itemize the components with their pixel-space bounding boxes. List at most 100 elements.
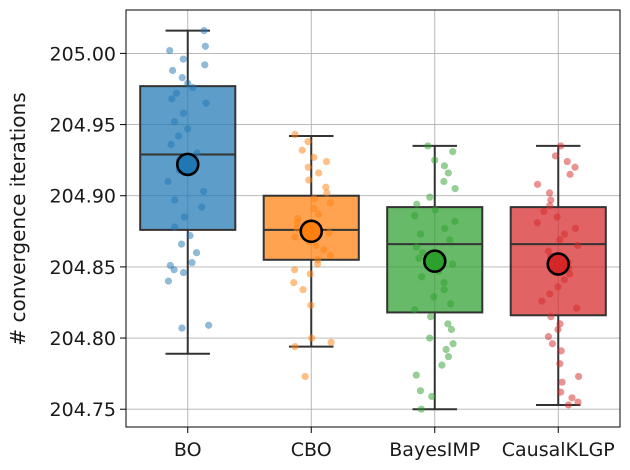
data-point (411, 212, 419, 220)
data-point (412, 243, 421, 251)
data-point (308, 334, 316, 342)
data-point (574, 398, 582, 406)
mean-marker (422, 249, 447, 273)
data-point (168, 66, 177, 75)
plot-frame (125, 9, 621, 428)
data-point (293, 219, 302, 227)
data-point (304, 138, 312, 146)
data-point (299, 286, 307, 294)
data-point (440, 177, 448, 186)
x-tick-label: BO (174, 439, 202, 461)
data-point (179, 109, 187, 117)
data-point (205, 321, 213, 329)
data-point (305, 176, 313, 184)
data-point (322, 183, 330, 191)
data-point (168, 95, 176, 103)
data-point (557, 388, 565, 396)
data-point (325, 229, 333, 237)
data-point (307, 301, 315, 309)
data-point (427, 313, 435, 321)
data-point (574, 241, 582, 250)
data-point (558, 378, 566, 386)
data-point (415, 254, 423, 262)
data-point (426, 334, 434, 342)
data-point (412, 371, 420, 379)
mean-marker (546, 252, 571, 276)
data-point (575, 372, 583, 381)
y-tick-label: 204.90 (50, 186, 116, 208)
data-point (201, 61, 209, 69)
data-point (548, 340, 557, 348)
x-axis-ticks: BO CBO BayesIMP CausalKLGP (174, 427, 615, 461)
data-point (178, 74, 186, 82)
data-point (198, 203, 206, 211)
data-point (193, 149, 201, 157)
data-point (556, 236, 564, 244)
data-point (171, 196, 179, 204)
data-point (301, 372, 309, 381)
data-point (426, 193, 434, 201)
mean-markers (175, 152, 571, 276)
data-point (298, 146, 306, 154)
y-tick-label: 204.85 (50, 257, 116, 279)
data-point (174, 132, 183, 140)
data-point (444, 352, 453, 361)
x-tick-label: CausalKLGP (502, 439, 615, 461)
data-point (310, 204, 318, 213)
data-point (291, 130, 299, 139)
data-point (431, 206, 439, 214)
data-point (448, 260, 457, 268)
data-point (568, 394, 576, 402)
data-point (170, 118, 179, 126)
data-point (416, 230, 425, 238)
x-tick-label: BayesIMP (389, 439, 480, 461)
data-point (310, 194, 318, 203)
data-point (315, 169, 323, 177)
data-point (322, 157, 331, 166)
data-point (327, 338, 335, 346)
data-point (449, 148, 457, 156)
data-point (545, 189, 554, 197)
data-point (560, 276, 568, 284)
data-point (164, 277, 173, 285)
data-point (544, 333, 553, 341)
data-point (440, 162, 449, 170)
data-point (306, 270, 314, 278)
y-axis-label: # convergence iterations (6, 92, 30, 345)
data-point (418, 273, 426, 281)
data-point (164, 177, 172, 186)
data-point (411, 305, 419, 314)
data-point (565, 270, 574, 278)
data-point (419, 249, 427, 257)
data-point (447, 325, 456, 334)
data-point (326, 251, 335, 260)
data-point (200, 27, 208, 35)
data-point (313, 260, 322, 268)
data-point (451, 217, 459, 225)
data-point (447, 300, 455, 308)
data-point (312, 241, 320, 250)
data-point (430, 293, 438, 301)
data-point (451, 185, 459, 193)
data-point (557, 347, 565, 355)
data-point (186, 231, 194, 240)
data-point (167, 140, 175, 149)
data-point (188, 259, 196, 267)
x-tick-label: CBO (291, 439, 332, 461)
data-point (314, 210, 323, 218)
jitter-points (164, 27, 583, 413)
data-point (554, 283, 562, 291)
data-point (179, 55, 187, 63)
data-point (180, 213, 189, 221)
data-point (533, 219, 541, 227)
data-point (192, 249, 201, 257)
data-point (547, 313, 555, 321)
data-point (184, 125, 192, 133)
data-point (189, 83, 197, 92)
data-point (290, 278, 298, 287)
data-point (438, 361, 446, 369)
data-point (170, 266, 178, 274)
data-point (444, 169, 452, 177)
data-point (557, 142, 565, 150)
